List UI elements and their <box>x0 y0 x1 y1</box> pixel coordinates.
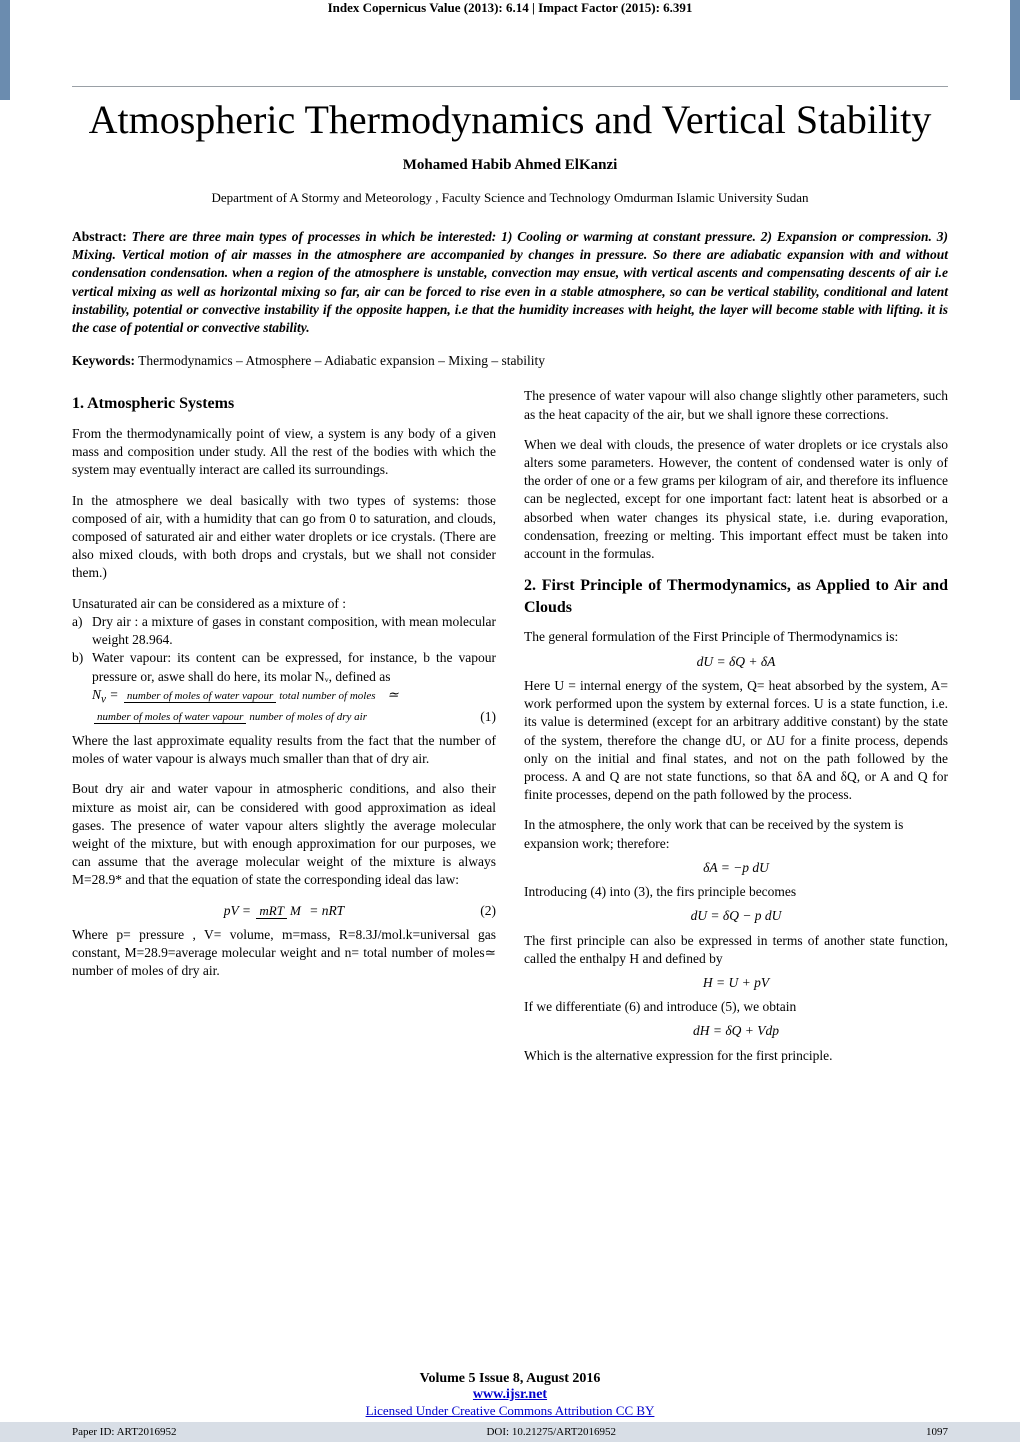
keywords-text: Thermodynamics – Atmosphere – Adiabatic … <box>135 353 545 368</box>
equation-3: dU = δQ + δA <box>524 653 948 671</box>
list-item-a: a)Dry air : a mixture of gases in consta… <box>92 613 496 649</box>
paragraph: Here U = internal energy of the system, … <box>524 677 948 805</box>
section-2-heading: 2. First Principle of Thermodynamics, as… <box>524 575 948 618</box>
left-column: 1. Atmospheric Systems From the thermody… <box>72 387 496 1065</box>
keywords: Keywords: Thermodynamics – Atmosphere – … <box>72 353 948 369</box>
header-rule <box>72 86 948 87</box>
footer-license-link[interactable]: Licensed Under Creative Commons Attribut… <box>366 1403 655 1418</box>
equation-5: dU = δQ − p dU <box>524 907 948 925</box>
list-item-b: b)Water vapour: its content can be expre… <box>92 649 496 685</box>
equation-2: pV = mRTM = nRT (2) <box>72 902 496 920</box>
right-column: The presence of water vapour will also c… <box>524 387 948 1065</box>
equation-6: H = U + pV <box>524 974 948 992</box>
paragraph: In the atmosphere, the only work that ca… <box>524 816 948 852</box>
paragraph: The first principle can also be expresse… <box>524 932 948 968</box>
eq1-number: (1) <box>480 708 496 726</box>
paragraph: Bout dry air and water vapour in atmosph… <box>72 780 496 889</box>
abstract: Abstract: There are three main types of … <box>72 228 948 337</box>
eq2-right: = nRT <box>309 903 344 918</box>
paragraph: The general formulation of the First Pri… <box>524 628 948 646</box>
footer-url-link[interactable]: www.ijsr.net <box>473 1387 547 1402</box>
eq1-den2: number of moles of dry air <box>246 711 370 723</box>
equation-1: Nv = number of moles of water vapourtota… <box>92 686 496 726</box>
body-columns: 1. Atmospheric Systems From the thermody… <box>72 387 948 1065</box>
abstract-label: Abstract: <box>72 229 127 244</box>
paragraph: Where the last approximate equality resu… <box>72 732 496 768</box>
journal-header: International Journal of Science and Res… <box>72 0 948 16</box>
list-text: Water vapour: its content can be express… <box>92 650 496 683</box>
page-footer: Volume 5 Issue 8, August 2016 www.ijsr.n… <box>72 1371 948 1420</box>
eq1-num1: number of moles of water vapour <box>124 690 276 703</box>
list-text: Dry air : a mixture of gases in constant… <box>92 614 496 647</box>
eq2-bot: M <box>287 903 304 918</box>
paragraph: From the thermodynamically point of view… <box>72 425 496 480</box>
paragraph: Which is the alternative expression for … <box>524 1047 948 1065</box>
footer-doi: DOI: 10.21275/ART2016952 <box>176 1426 926 1438</box>
paragraph: Where p= pressure , V= volume, m=mass, R… <box>72 926 496 981</box>
paragraph: In the atmosphere we deal basically with… <box>72 492 496 583</box>
paragraph: Unsaturated air can be considered as a m… <box>72 595 496 613</box>
affiliation: Department of A Stormy and Meteorology ,… <box>72 190 948 206</box>
paper-title: Atmospheric Thermodynamics and Vertical … <box>72 97 948 143</box>
top-accent-left <box>0 0 10 100</box>
authors: Mohamed Habib Ahmed ElKanzi <box>72 157 948 174</box>
footer-bar: Paper ID: ART2016952 DOI: 10.21275/ART20… <box>0 1422 1020 1442</box>
eq2-top: mRT <box>256 903 287 919</box>
eq2-number: (2) <box>480 902 496 920</box>
paragraph: When we deal with clouds, the presence o… <box>524 436 948 564</box>
footer-page-number: 1097 <box>926 1426 948 1438</box>
eq1-den1: total number of moles <box>276 690 378 702</box>
keywords-label: Keywords: <box>72 353 135 368</box>
footer-paper-id: Paper ID: ART2016952 <box>72 1426 176 1438</box>
eq2-left: pV = <box>224 903 251 918</box>
page: International Journal of Science and Res… <box>0 0 1020 1442</box>
eq1-num2: number of moles of water vapour <box>94 711 246 724</box>
paragraph: Introducing (4) into (3), the firs princ… <box>524 883 948 901</box>
top-accent-right <box>1010 0 1020 100</box>
footer-volume: Volume 5 Issue 8, August 2016 <box>72 1371 948 1387</box>
abstract-text: There are three main types of processes … <box>72 229 948 335</box>
paragraph: If we differentiate (6) and introduce (5… <box>524 998 948 1016</box>
journal-index: Index Copernicus Value (2013): 6.14 | Im… <box>72 0 948 16</box>
equation-7: dH = δQ + Vdp <box>524 1022 948 1040</box>
section-1-heading: 1. Atmospheric Systems <box>72 393 496 415</box>
paragraph: The presence of water vapour will also c… <box>524 387 948 423</box>
equation-4: δA = −p dU <box>524 859 948 877</box>
